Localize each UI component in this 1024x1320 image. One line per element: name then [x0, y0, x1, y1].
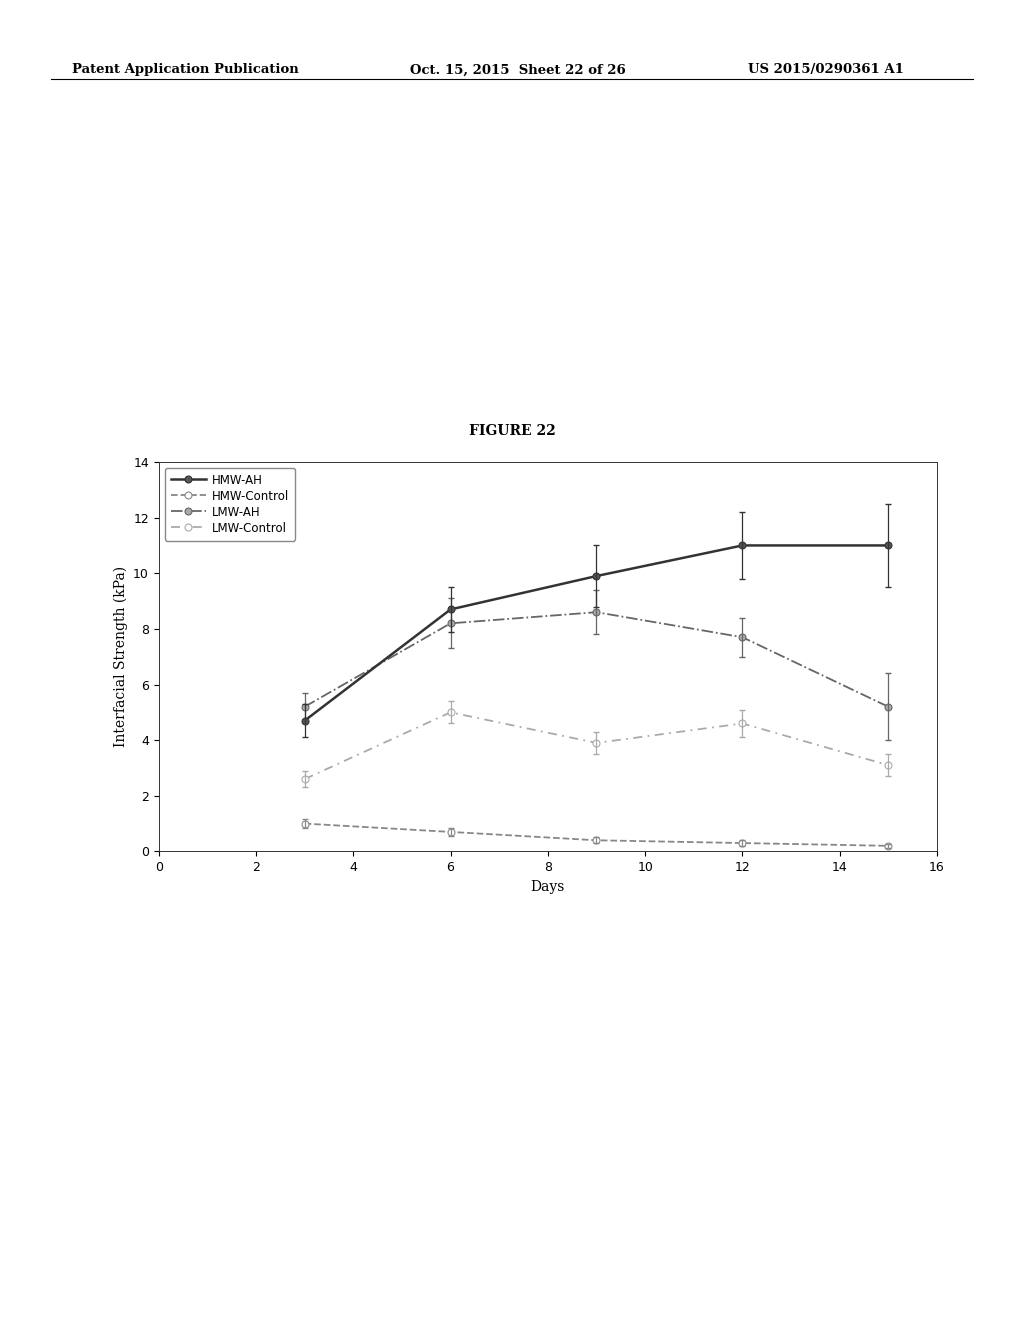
HMW-Control [444, 824, 457, 840]
Line: HMW-AH: HMW-AH [301, 543, 892, 725]
HMW-AH [299, 713, 311, 729]
Line: HMW-Control: HMW-Control [301, 820, 892, 849]
Text: Patent Application Publication: Patent Application Publication [72, 63, 298, 77]
Text: US 2015/0290361 A1: US 2015/0290361 A1 [748, 63, 903, 77]
HMW-Control [736, 836, 749, 851]
LMW-AH [299, 698, 311, 714]
HMW-AH [883, 537, 895, 553]
Y-axis label: Interfacial Strength (kPa): Interfacial Strength (kPa) [114, 566, 128, 747]
LMW-Control [736, 715, 749, 731]
LMW-Control [444, 705, 457, 721]
X-axis label: Days: Days [530, 879, 565, 894]
Text: Oct. 15, 2015  Sheet 22 of 26: Oct. 15, 2015 Sheet 22 of 26 [410, 63, 626, 77]
Legend: HMW-AH, HMW-Control, LMW-AH, LMW-Control: HMW-AH, HMW-Control, LMW-AH, LMW-Control [165, 467, 295, 541]
LMW-Control [883, 758, 895, 774]
LMW-AH [590, 605, 602, 620]
LMW-AH [444, 615, 457, 631]
HMW-AH [444, 602, 457, 618]
HMW-Control [883, 838, 895, 854]
LMW-Control [590, 735, 602, 751]
HMW-AH [590, 568, 602, 583]
LMW-Control [299, 771, 311, 787]
Text: FIGURE 22: FIGURE 22 [469, 424, 555, 438]
HMW-Control [590, 833, 602, 849]
HMW-Control [299, 816, 311, 832]
Line: LMW-AH: LMW-AH [301, 609, 892, 710]
HMW-AH [736, 537, 749, 553]
LMW-AH [883, 698, 895, 714]
Line: LMW-Control: LMW-Control [301, 709, 892, 783]
LMW-AH [736, 630, 749, 645]
